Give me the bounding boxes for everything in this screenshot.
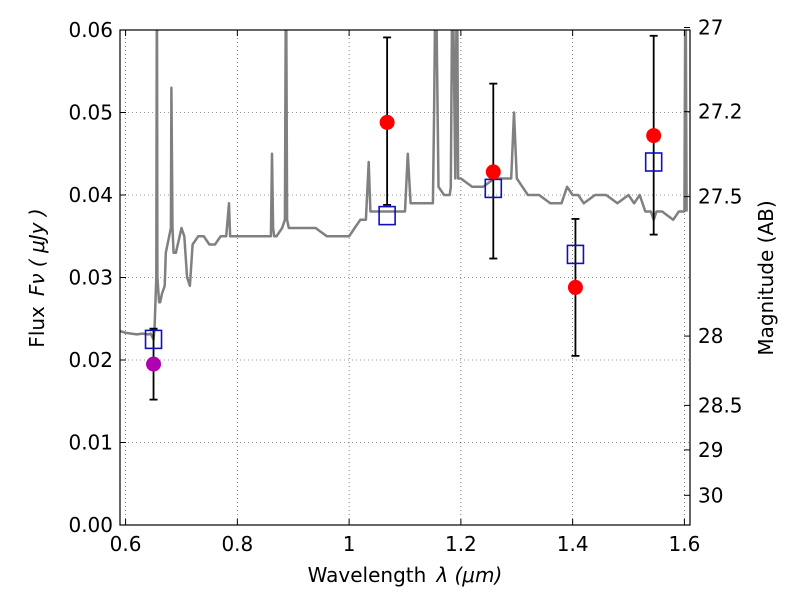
y2-tick-label: 27.5	[698, 185, 743, 209]
y-tick-label: 0.03	[68, 266, 113, 290]
y2-tick-label: 28.5	[698, 393, 743, 417]
y2-tick-label: 27.2	[698, 100, 743, 124]
y2-tick-label: 30	[698, 483, 723, 507]
spectrum-series	[120, 30, 688, 341]
y2-tick-label: 29	[698, 438, 723, 462]
x-ticks: 0.6 0.8 1 1.2 1.4 1.6	[110, 30, 701, 556]
model-markers	[144, 152, 663, 350]
model-point	[566, 244, 585, 265]
observed-point	[646, 128, 662, 144]
observed-markers	[146, 114, 662, 372]
spectrum-line	[120, 30, 688, 341]
model-point	[378, 205, 396, 226]
error-bars	[149, 34, 658, 401]
observed-limit-point	[146, 356, 162, 372]
y-tick-label: 0.05	[68, 101, 113, 125]
x-tick-label: 1.2	[445, 532, 477, 556]
model-point	[644, 152, 663, 172]
observed-point	[485, 164, 501, 180]
y-tick-label: 0.06	[68, 18, 113, 42]
y-tick-label: 0.00	[68, 513, 113, 537]
x-tick-label: 1	[343, 532, 356, 556]
x-tick-label: 0.8	[221, 532, 253, 556]
observed-point	[567, 279, 583, 295]
y2-tick-label: 27	[698, 16, 723, 40]
y2-ticks: 27 27.2 27.5 28 28.5 29 30	[684, 16, 743, 507]
y-tick-label: 0.02	[68, 348, 113, 372]
x-tick-label: 1.6	[669, 532, 701, 556]
x-tick-label: 1.4	[557, 532, 589, 556]
grid-lines	[120, 29, 690, 526]
model-point	[144, 329, 163, 350]
y-axis-label: FluxFν ( μJy )	[25, 208, 49, 347]
y-ticks: 0.00 0.01 0.02 0.03 0.04 0.05 0.06	[68, 18, 126, 537]
observed-point	[379, 114, 395, 130]
x-axis-label: Wavelength λ (μm)	[308, 563, 503, 587]
y2-tick-label: 28	[698, 324, 723, 348]
y2-axis-label: Magnitude (AB)	[754, 200, 778, 355]
x-tick-label: 0.6	[110, 532, 142, 556]
y-tick-label: 0.01	[68, 431, 113, 455]
y-tick-label: 0.04	[68, 183, 113, 207]
